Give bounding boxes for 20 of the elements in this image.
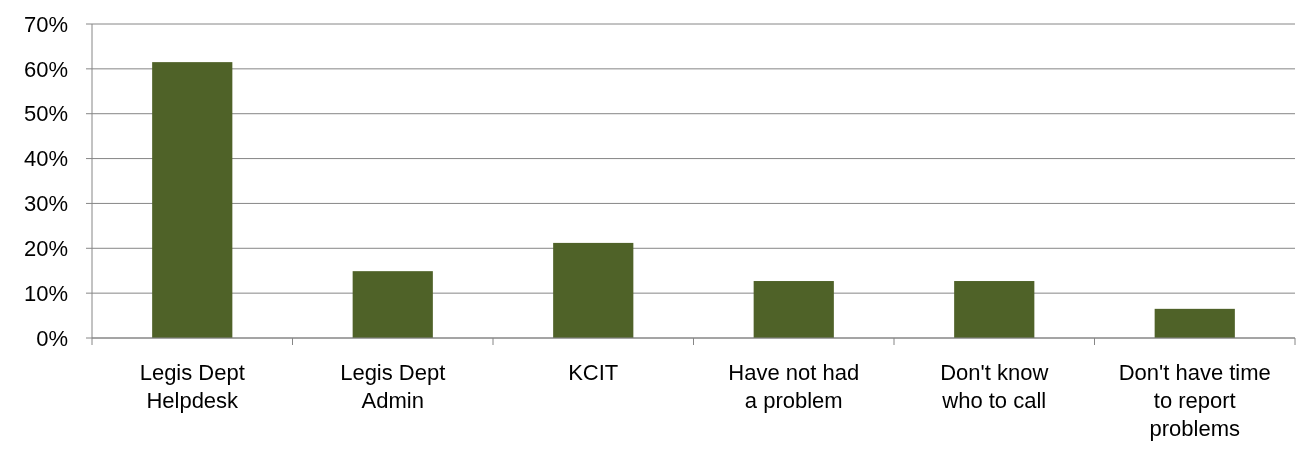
bar (553, 242, 634, 338)
x-tick-label: Don't have time to report problems (1118, 360, 1271, 441)
y-tick-label: 20% (23, 235, 68, 261)
y-tick-label: 50% (23, 101, 68, 127)
x-tick-label: Legis Dept Admin (340, 360, 446, 413)
y-tick-label: 10% (23, 280, 68, 306)
x-tick-label: Have not had a problem (728, 360, 860, 413)
x-tick-label: Legis Dept Helpdesk (139, 360, 245, 413)
x-tick-label: Don't know who to call (940, 360, 1049, 413)
y-tick-label: 60% (23, 56, 68, 82)
bar (954, 281, 1035, 338)
bar (152, 62, 233, 338)
y-tick-label: 70% (23, 11, 68, 37)
bar (1154, 308, 1235, 338)
x-tick-label: KCIT (568, 360, 619, 385)
bar (753, 281, 834, 338)
y-tick-label: 30% (23, 191, 68, 217)
bar (352, 271, 433, 338)
y-tick-label: 0% (36, 325, 68, 351)
y-tick-label: 40% (23, 146, 68, 172)
